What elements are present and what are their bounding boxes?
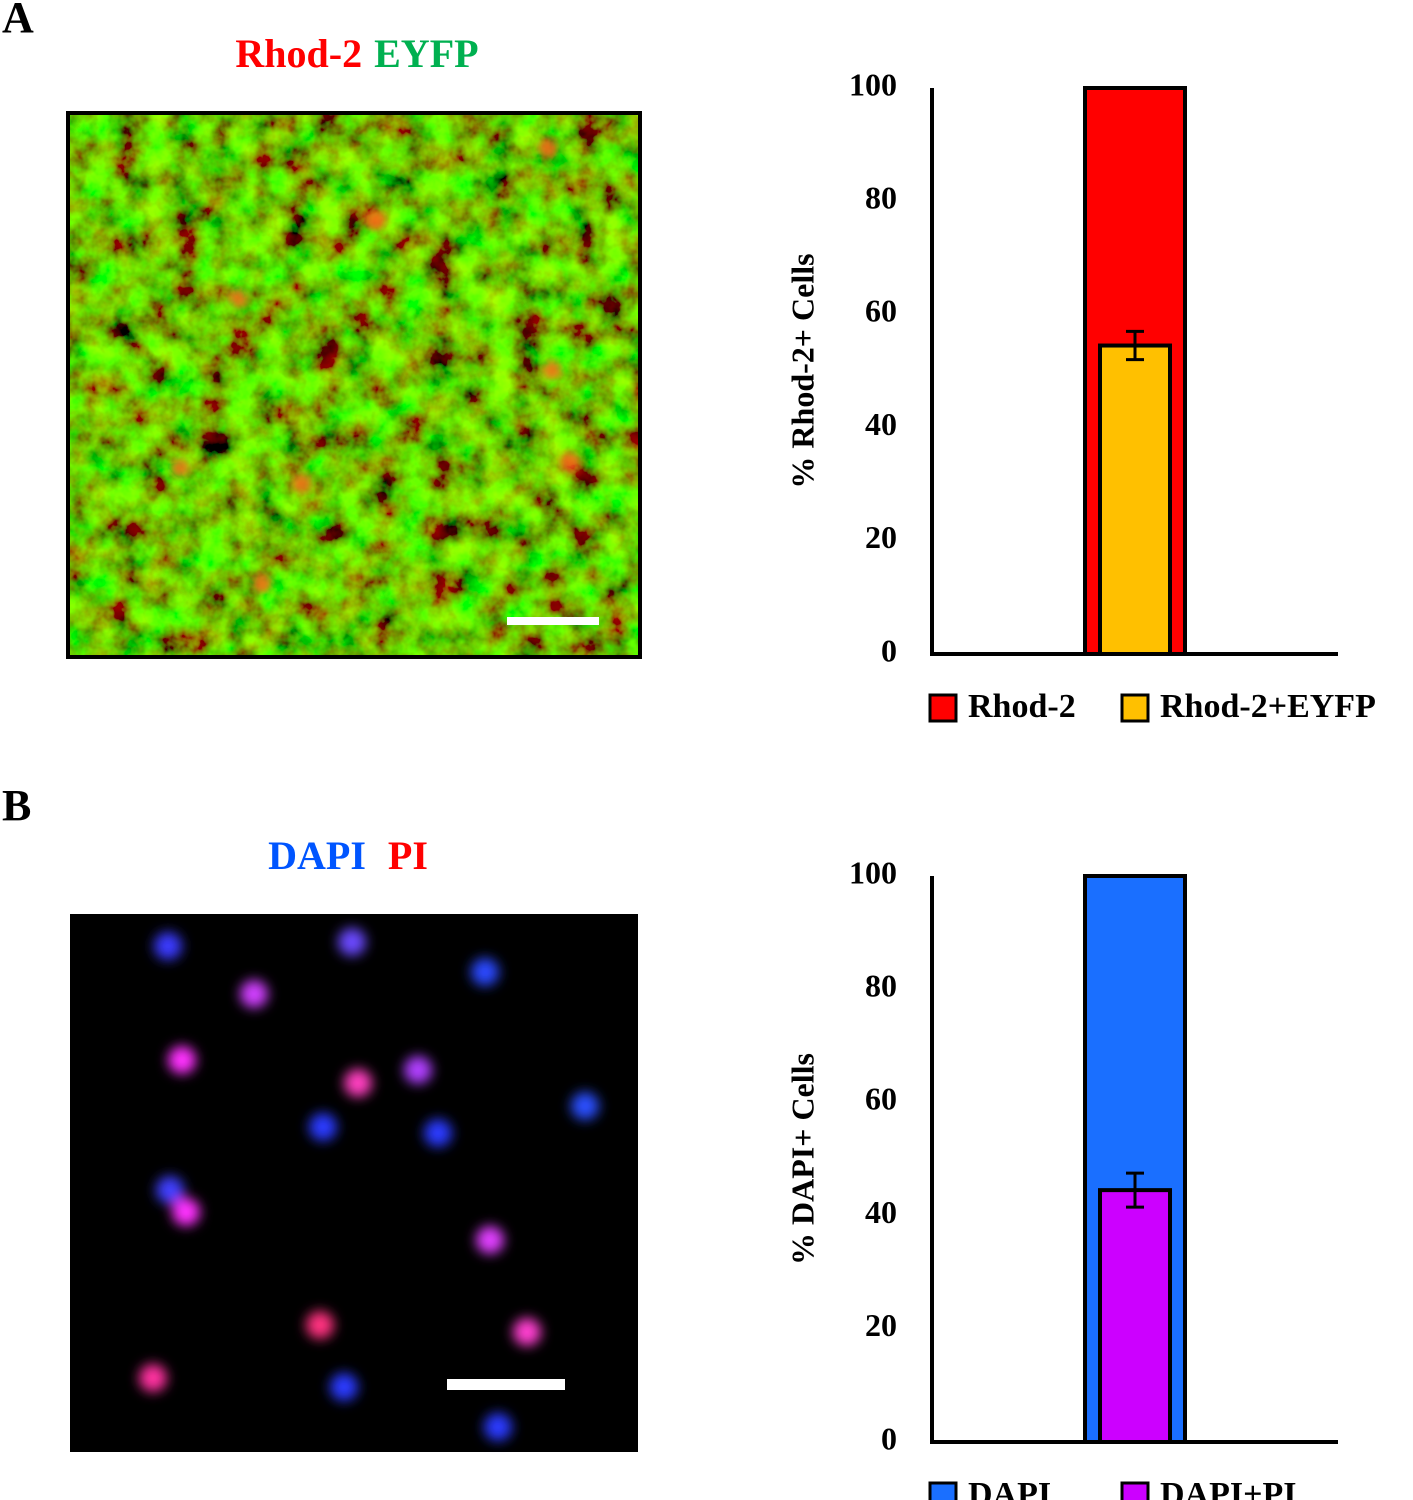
y-tick-label: 80 bbox=[865, 180, 897, 216]
cell-spot bbox=[471, 958, 499, 986]
micrograph bbox=[66, 111, 642, 659]
error-bar bbox=[1126, 1171, 1144, 1209]
y-tick-label: 60 bbox=[865, 293, 897, 329]
cell-spot bbox=[252, 573, 272, 593]
cell-spot bbox=[172, 1198, 200, 1226]
image-title: Rhod-2 EYFP bbox=[235, 31, 478, 76]
cell-spot bbox=[344, 1069, 372, 1097]
bar bbox=[1098, 343, 1172, 656]
y-tick-label: 80 bbox=[865, 968, 897, 1004]
y-tick-label: 20 bbox=[865, 519, 897, 555]
legend-swatch bbox=[928, 1481, 958, 1500]
cell-spot bbox=[542, 360, 562, 380]
image-title: DAPI PI bbox=[268, 833, 428, 878]
legend-label: DAPI bbox=[968, 1476, 1051, 1500]
channel-label: EYFP bbox=[374, 31, 478, 76]
cell-spot bbox=[476, 1226, 504, 1254]
cell-spot bbox=[484, 1413, 512, 1441]
legend-swatch bbox=[1120, 1481, 1150, 1500]
panel-label: B bbox=[2, 781, 31, 830]
y-axis-label: % DAPI+ Cells bbox=[784, 1053, 820, 1265]
cell-spot bbox=[228, 288, 248, 308]
cell-spot bbox=[424, 1119, 452, 1147]
channel-label: DAPI bbox=[268, 833, 366, 878]
cell-spot bbox=[139, 1364, 167, 1392]
error-bar bbox=[1126, 329, 1144, 362]
cell-spot bbox=[560, 452, 580, 472]
legend-label: Rhod-2 bbox=[968, 688, 1076, 725]
cell-spot bbox=[309, 1113, 337, 1141]
cell-spot bbox=[571, 1092, 599, 1120]
cell-spot bbox=[338, 928, 366, 956]
cell-spot bbox=[154, 932, 182, 960]
cell-spot bbox=[404, 1056, 432, 1084]
y-tick-label: 100 bbox=[849, 66, 897, 102]
legend-label: DAPI+PI bbox=[1160, 1476, 1296, 1500]
legend-swatch bbox=[1120, 693, 1150, 723]
cell-spot bbox=[168, 1046, 196, 1074]
cell-spot bbox=[170, 458, 190, 478]
y-tick-label: 40 bbox=[865, 406, 897, 442]
y-tick-label: 0 bbox=[881, 1420, 897, 1456]
cell-spot bbox=[513, 1318, 541, 1346]
channel-label: Rhod-2 bbox=[235, 31, 362, 76]
legend-swatch bbox=[928, 693, 958, 723]
cell-spot bbox=[306, 1311, 334, 1339]
bar bbox=[1098, 1188, 1172, 1444]
y-tick-label: 20 bbox=[865, 1307, 897, 1343]
panel-label: A bbox=[2, 0, 34, 42]
channel-label: PI bbox=[388, 833, 428, 878]
y-axis-label: % Rhod-2+ Cells bbox=[784, 253, 820, 488]
cell-spot bbox=[366, 210, 386, 230]
cell-spot bbox=[330, 1373, 358, 1401]
y-tick-label: 100 bbox=[849, 854, 897, 890]
y-tick-label: 60 bbox=[865, 1081, 897, 1117]
legend-label: Rhod-2+EYFP bbox=[1160, 688, 1376, 725]
micrograph bbox=[70, 914, 638, 1452]
y-tick-label: 40 bbox=[865, 1194, 897, 1230]
y-tick-label: 0 bbox=[881, 632, 897, 668]
cell-spot bbox=[292, 473, 312, 493]
cell-spot bbox=[156, 1176, 184, 1204]
cell-spot bbox=[538, 138, 558, 158]
cell-spot bbox=[240, 980, 268, 1008]
